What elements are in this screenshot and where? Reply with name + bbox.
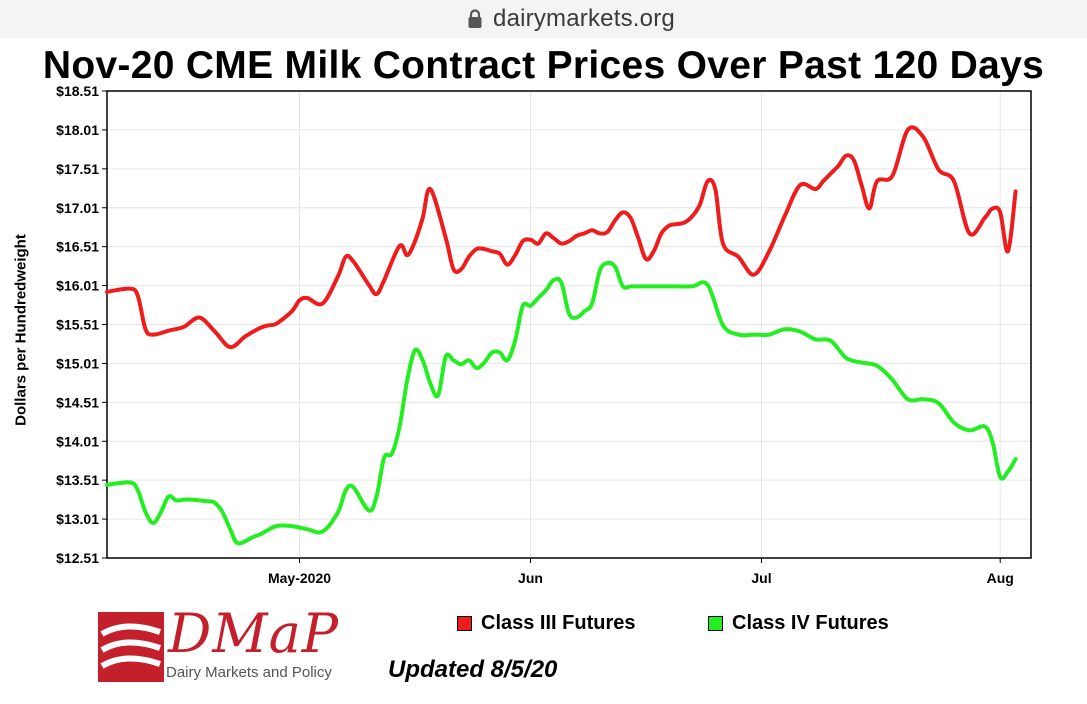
y-tick-label: $17.51: [56, 161, 99, 177]
chart-title: Nov-20 CME Milk Contract Prices Over Pas…: [42, 44, 1045, 87]
chart-frame: [0, 38, 1087, 704]
url-text[interactable]: dairymarkets.org: [493, 5, 675, 32]
y-tick-label: $16.01: [56, 278, 99, 294]
legend-swatch-class-iii: [457, 616, 472, 631]
y-tick-label: $14.51: [56, 394, 99, 410]
y-tick-label: $12.51: [56, 550, 99, 566]
logo-subtitle: Dairy Markets and Policy: [166, 664, 332, 681]
series-line-class-iv: [105, 260, 1018, 546]
x-tick-label: Jul: [751, 570, 771, 586]
y-tick-label: $13.01: [56, 511, 99, 527]
y-tick-label: $15.51: [56, 317, 99, 333]
lock-icon: [468, 9, 482, 28]
legend-label-class-iv: Class IV Futures: [732, 612, 889, 634]
y-tick-label: $18.51: [56, 83, 99, 99]
series-line-class-iii: [105, 125, 1018, 350]
legend-item-class-iii: Class III Futures: [457, 612, 636, 635]
y-tick-label: $13.51: [56, 472, 99, 488]
updated-date: Updated 8/5/20: [388, 656, 558, 683]
browser-url-bar[interactable]: dairymarkets.org: [0, 0, 1087, 38]
x-tick-label: Aug: [987, 570, 1014, 586]
x-tick-label: Jun: [518, 570, 543, 586]
x-tick-label: May-2020: [268, 570, 331, 586]
y-tick-label: $14.01: [56, 433, 99, 449]
legend-item-class-iv: Class IV Futures: [708, 612, 889, 635]
y-axis-label: Dollars per Hundredweight: [12, 234, 30, 426]
dmap-logo-icon: [98, 612, 164, 682]
y-tick-label: $17.01: [56, 200, 99, 216]
legend-label-class-iii: Class III Futures: [481, 612, 636, 634]
y-tick-label: $16.51: [56, 239, 99, 255]
y-tick-label: $15.01: [56, 355, 99, 371]
logo-wordmark: DMaP: [168, 602, 340, 665]
y-tick-label: $18.01: [56, 122, 99, 138]
legend-swatch-class-iv: [708, 616, 723, 631]
